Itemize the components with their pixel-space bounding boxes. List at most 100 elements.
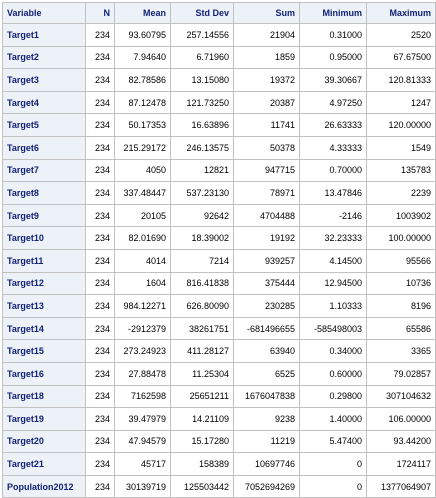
cell-sum: 63940 (233, 339, 300, 363)
row-header-variable: Target3 (2, 68, 86, 92)
cell-std-dev: 411.28127 (170, 339, 234, 363)
cell-minimum: 0.60000 (299, 361, 367, 386)
table-row: Target3 234 82.78586 13.15080 19372 39.30667 1… (2, 68, 436, 92)
cell-minimum: -585498003 (299, 316, 367, 341)
row-header-variable: Target1 (2, 23, 86, 47)
cell-n: 234 (85, 113, 115, 137)
cell-std-dev: 12821 (170, 158, 234, 183)
cell-minimum: 1.40000 (299, 407, 367, 431)
cell-minimum: -2146 (299, 203, 367, 228)
cell-n: 234 (85, 248, 115, 273)
table-row: Target1 234 93.60795 257.14556 21904 0.31000 2… (2, 23, 436, 47)
table-row: Target12 234 1604 816.41838 375444 12.94500 10… (2, 271, 436, 296)
cell-maximum: 100.00000 (366, 226, 436, 250)
cell-maximum: 135783 (366, 158, 436, 183)
cell-n: 234 (85, 316, 115, 341)
cell-maximum: 1003902 (366, 203, 436, 228)
cell-mean: 93.60795 (114, 23, 171, 47)
table-row: Target21 234 45717 158389 10697746 0 1724117 (2, 452, 436, 476)
cell-std-dev: 16.63896 (170, 113, 234, 137)
row-header-variable: Target13 (2, 294, 86, 318)
cell-mean: 87.12478 (114, 90, 171, 115)
cell-n: 234 (85, 452, 115, 476)
cell-mean: 4014 (114, 248, 171, 273)
row-header-variable: Target2 (2, 45, 86, 70)
cell-std-dev: 6.71960 (170, 45, 234, 70)
cell-mean: 7162598 (114, 384, 171, 409)
cell-std-dev: 25651211 (170, 384, 234, 409)
cell-minimum: 0 (299, 452, 367, 476)
cell-sum: 375444 (233, 271, 300, 296)
cell-n: 234 (85, 294, 115, 318)
cell-mean: 337.48447 (114, 181, 171, 205)
cell-mean: 82.78586 (114, 68, 171, 92)
row-header-variable: Target5 (2, 113, 86, 137)
cell-sum: 947715 (233, 158, 300, 183)
cell-mean: 45717 (114, 452, 171, 476)
cell-n: 234 (85, 158, 115, 183)
column-header-minimum: Minimum (299, 2, 367, 24)
cell-minimum: 5.47400 (299, 429, 367, 454)
table-row: Target20 234 47.94579 15.17280 11219 5.47400 9… (2, 429, 436, 454)
cell-n: 234 (85, 407, 115, 431)
table-row: Target10 234 82.01690 18.39002 19192 32.23333… (2, 226, 436, 250)
cell-n: 234 (85, 361, 115, 386)
cell-std-dev: 15.17280 (170, 429, 234, 454)
table-row: Target19 234 39.47979 14.21109 9238 1.40000 10… (2, 407, 436, 431)
row-header-variable: Target10 (2, 226, 86, 250)
cell-minimum: 0.34000 (299, 339, 367, 363)
cell-sum: 4704488 (233, 203, 300, 228)
cell-std-dev: 816.41838 (170, 271, 234, 296)
cell-std-dev: 246.13575 (170, 135, 234, 160)
column-header-maximum: Maximum (366, 2, 436, 24)
cell-mean: 82.01690 (114, 226, 171, 250)
cell-std-dev: 537.23130 (170, 181, 234, 205)
header-row: Variable N Mean Std Dev Sum Minimum Maxi… (2, 2, 436, 24)
cell-std-dev: 626.80090 (170, 294, 234, 318)
row-header-variable: Target6 (2, 135, 86, 160)
cell-mean: 215.29172 (114, 135, 171, 160)
row-header-variable: Target21 (2, 452, 86, 476)
cell-std-dev: 7214 (170, 248, 234, 273)
cell-std-dev: 257.14556 (170, 23, 234, 47)
cell-maximum: 8196 (366, 294, 436, 318)
cell-sum: 9238 (233, 407, 300, 431)
cell-sum: 6525 (233, 361, 300, 386)
cell-maximum: 106.00000 (366, 407, 436, 431)
cell-mean: 273.24923 (114, 339, 171, 363)
cell-n: 234 (85, 226, 115, 250)
cell-mean: -2912379 (114, 316, 171, 341)
cell-n: 234 (85, 90, 115, 115)
row-header-variable: Target16 (2, 361, 86, 386)
cell-sum: 10697746 (233, 452, 300, 476)
cell-maximum: 93.44200 (366, 429, 436, 454)
cell-mean: 7.94640 (114, 45, 171, 70)
table-row: Target9 234 20105 92642 4704488 -2146 1003902 (2, 203, 436, 228)
cell-minimum: 26.63333 (299, 113, 367, 137)
cell-sum: -681496655 (233, 316, 300, 341)
table-row: Target7 234 4050 12821 947715 0.70000 135783 (2, 158, 436, 183)
table-row: Target4 234 87.12478 121.73250 20387 4.97250 1… (2, 90, 436, 115)
cell-maximum: 67.67500 (366, 45, 436, 70)
cell-maximum: 2239 (366, 181, 436, 205)
row-header-variable: Target11 (2, 248, 86, 273)
cell-maximum: 1724117 (366, 452, 436, 476)
table-row: Target13 234 984.12271 626.80090 230285 1.103… (2, 294, 436, 318)
cell-n: 234 (85, 429, 115, 454)
table-row: Target15 234 273.24923 411.28127 63940 0.3400… (2, 339, 436, 363)
cell-maximum: 65586 (366, 316, 436, 341)
cell-sum: 939257 (233, 248, 300, 273)
cell-minimum: 0.31000 (299, 23, 367, 47)
cell-std-dev: 92642 (170, 203, 234, 228)
cell-std-dev: 14.21109 (170, 407, 234, 431)
cell-sum: 230285 (233, 294, 300, 318)
table-row: Target6 234 215.29172 246.13575 50378 4.33333… (2, 135, 436, 160)
cell-maximum: 1247 (366, 90, 436, 115)
row-header-variable: Target20 (2, 429, 86, 454)
row-header-variable: Target4 (2, 90, 86, 115)
cell-minimum: 4.33333 (299, 135, 367, 160)
cell-sum: 1859 (233, 45, 300, 70)
cell-maximum: 2520 (366, 23, 436, 47)
